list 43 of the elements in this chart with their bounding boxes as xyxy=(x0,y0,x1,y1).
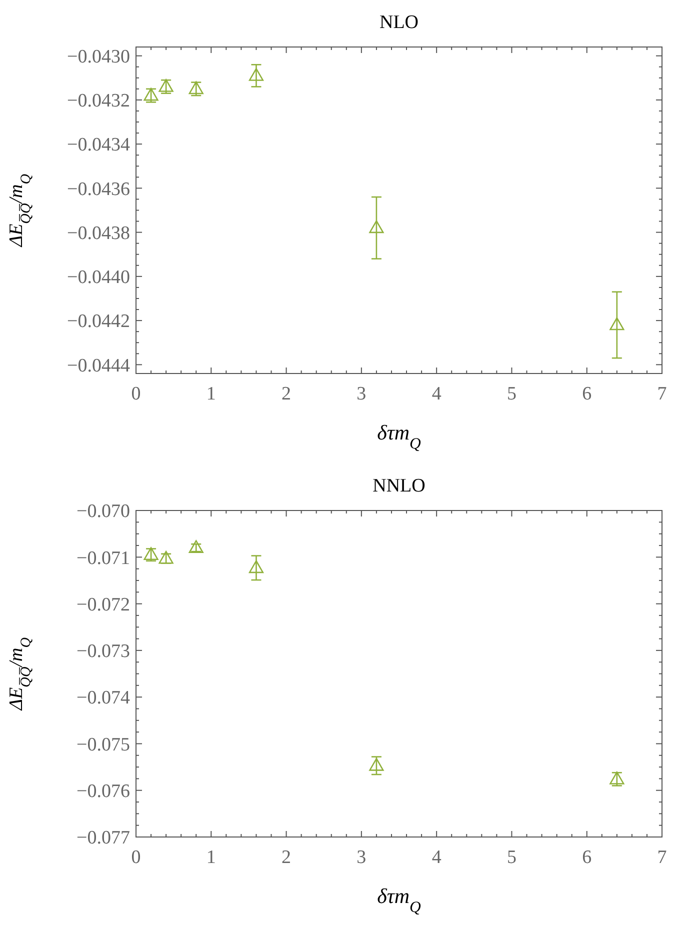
y-tick-label: −0.0442 xyxy=(67,311,130,332)
y-tick-label: −0.0430 xyxy=(67,46,130,68)
x-tick-label: 6 xyxy=(582,847,592,868)
y-tick-label: −0.0444 xyxy=(67,355,130,376)
point xyxy=(188,540,204,554)
point xyxy=(248,68,264,81)
x-tick-label: 2 xyxy=(282,384,292,404)
x-tick-label: 7 xyxy=(657,847,667,868)
x-tick-label: 3 xyxy=(356,384,366,404)
y-tick-label: −0.0436 xyxy=(67,178,130,200)
point xyxy=(158,550,174,564)
point xyxy=(610,317,624,330)
chart-title: NLO xyxy=(379,12,419,33)
y-tick-label: −0.0440 xyxy=(67,267,130,288)
x-tick-label: 5 xyxy=(506,384,516,404)
y-tick-label: −0.0438 xyxy=(67,222,130,244)
x-tick-label: 0 xyxy=(131,847,141,868)
x-tick-label: 1 xyxy=(206,384,216,404)
x-tick-label: 2 xyxy=(282,847,292,868)
y-tick-label: −0.073 xyxy=(76,641,130,662)
y-tick-label: −0.071 xyxy=(76,548,130,569)
y-tick-label: −0.074 xyxy=(76,688,130,709)
y-tick-label: −0.0434 xyxy=(67,134,130,156)
y-tick-label: −0.070 xyxy=(76,501,130,522)
y-tick-label: −0.077 xyxy=(76,828,130,849)
x-tick-label: 5 xyxy=(506,847,516,868)
x-tick-label: 4 xyxy=(432,384,442,404)
y-tick-label: −0.072 xyxy=(76,594,130,616)
point xyxy=(248,560,264,574)
y-tick-label: −0.0432 xyxy=(67,90,130,112)
x-tick-label: 3 xyxy=(356,847,366,868)
x-axis-title: δτm$_{Q}$ xyxy=(377,884,422,916)
x-tick-label: 6 xyxy=(582,384,592,404)
point xyxy=(369,220,384,234)
x-tick-label: 0 xyxy=(131,384,141,404)
x-tick-label: 7 xyxy=(657,384,667,404)
x-tick-label: 1 xyxy=(206,847,216,868)
y-tick-label: −0.075 xyxy=(76,734,130,756)
x-axis-title: δτm$_{Q}$ xyxy=(377,420,422,452)
chart-title: NNLO xyxy=(372,476,426,496)
y-tick-label: −0.076 xyxy=(76,781,130,802)
x-tick-label: 4 xyxy=(432,847,442,868)
point xyxy=(369,758,384,771)
